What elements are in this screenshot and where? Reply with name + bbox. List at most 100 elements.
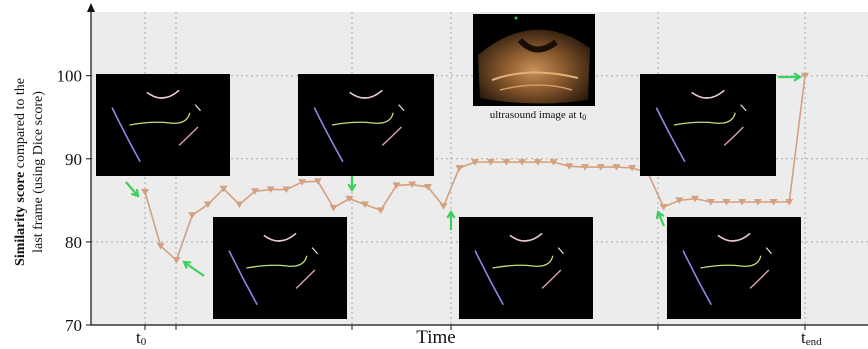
segment-curve bbox=[691, 89, 725, 99]
data-point bbox=[329, 204, 338, 212]
data-point bbox=[533, 159, 542, 166]
data-point bbox=[313, 178, 322, 185]
y-tick-label: 100 bbox=[57, 67, 83, 86]
thumbnail-frame bbox=[298, 74, 434, 176]
arrow-head bbox=[655, 210, 665, 220]
arrow-head bbox=[347, 183, 357, 193]
segmentation-thumbnail-3 bbox=[640, 74, 776, 176]
green-arrow bbox=[125, 181, 140, 198]
data-point bbox=[423, 184, 432, 191]
y-tick-label: 80 bbox=[65, 233, 82, 252]
y-axis-arrowhead bbox=[87, 3, 95, 12]
thumbnail-frame bbox=[667, 217, 801, 319]
green-arrow bbox=[182, 260, 205, 277]
ultrasound-thumbnail bbox=[473, 14, 595, 106]
arrow-head bbox=[131, 188, 140, 198]
segmentation-thumbnail-4 bbox=[213, 217, 347, 319]
segment-curve bbox=[765, 247, 772, 255]
y-axis-label-bold: Similarity score bbox=[13, 172, 28, 266]
data-point bbox=[235, 201, 244, 209]
segmentation-thumbnail-2 bbox=[298, 74, 434, 176]
pointer-arrows bbox=[125, 72, 803, 277]
data-point bbox=[203, 201, 212, 209]
data-point bbox=[738, 199, 747, 206]
y-tick-label: 90 bbox=[65, 150, 82, 169]
data-point bbox=[219, 185, 228, 193]
segment-curve bbox=[295, 269, 316, 289]
segment-curve bbox=[178, 126, 199, 146]
segment-curve bbox=[398, 104, 405, 112]
data-point bbox=[769, 199, 778, 206]
segment-curve bbox=[682, 250, 712, 306]
data-point bbox=[156, 243, 165, 250]
segment-curve bbox=[111, 107, 141, 163]
axes: 70 80 90 100 bbox=[57, 3, 868, 335]
ultrasound-echo bbox=[491, 71, 579, 81]
data-point bbox=[722, 199, 731, 206]
arrow-shaft bbox=[183, 261, 205, 277]
data-point bbox=[706, 199, 715, 206]
arrow-head bbox=[182, 260, 192, 269]
data-point bbox=[282, 186, 291, 194]
ultrasound-sector bbox=[478, 29, 590, 104]
data-point bbox=[801, 72, 809, 80]
x-tick-label-t0: t0 bbox=[136, 328, 147, 348]
thumbnail-frame bbox=[96, 74, 230, 176]
thumbnail-frame bbox=[459, 217, 593, 319]
data-point bbox=[581, 164, 589, 171]
data-point bbox=[691, 195, 699, 203]
segment-curve bbox=[146, 89, 180, 99]
data-point bbox=[392, 182, 401, 189]
data-point bbox=[518, 159, 527, 166]
y-axis-label-line2: last frame (using Dice score) bbox=[31, 91, 46, 253]
data-point bbox=[376, 207, 385, 214]
thumbnail-frame bbox=[213, 217, 347, 319]
data-point bbox=[172, 257, 181, 264]
green-arrow bbox=[655, 210, 666, 227]
segment-curve bbox=[313, 107, 344, 163]
thumbnail-frame bbox=[640, 74, 776, 176]
segment-curve bbox=[129, 112, 191, 126]
data-point bbox=[408, 181, 417, 189]
x-tick-label-tend: tend bbox=[801, 328, 822, 348]
segment-curve bbox=[541, 269, 562, 289]
segment-curve bbox=[349, 89, 383, 99]
segment-curve bbox=[740, 104, 747, 112]
data-point bbox=[266, 186, 275, 194]
data-point bbox=[612, 164, 621, 171]
data-point bbox=[471, 159, 479, 166]
segment-curve bbox=[246, 255, 308, 269]
data-point bbox=[549, 159, 558, 166]
y-axis-label: Similarity score compared to the bbox=[13, 78, 28, 266]
arrow-head bbox=[446, 209, 456, 219]
segment-curve bbox=[700, 255, 762, 269]
segmentation-thumbnail-1 bbox=[96, 74, 230, 176]
segment-curve bbox=[717, 232, 751, 242]
segment-curve bbox=[723, 126, 744, 146]
y-axis-label-rest: compared to the bbox=[13, 78, 28, 168]
data-point bbox=[455, 164, 464, 172]
segmentation-thumbnail-6 bbox=[667, 217, 801, 319]
segment-curve bbox=[655, 107, 686, 163]
segment-curve bbox=[194, 104, 201, 112]
ultrasound-caption: ultrasound image at t0 bbox=[490, 109, 587, 122]
segment-curve bbox=[381, 126, 402, 146]
segmentation-thumbnail-5 bbox=[459, 217, 593, 319]
data-point bbox=[628, 164, 637, 172]
segment-curve bbox=[492, 255, 554, 269]
ultrasound-marker bbox=[514, 16, 518, 20]
data-point bbox=[298, 179, 307, 186]
segment-curve bbox=[263, 232, 297, 242]
segment-curve bbox=[673, 112, 736, 126]
segment-curve bbox=[228, 250, 258, 306]
segment-curve bbox=[311, 247, 318, 255]
ultrasound-echo bbox=[499, 84, 573, 91]
data-point bbox=[188, 212, 197, 219]
segment-curve bbox=[474, 250, 504, 306]
arrow-shaft bbox=[656, 211, 666, 227]
arrow-shaft bbox=[125, 181, 139, 197]
x-axis-label: Time bbox=[416, 327, 455, 348]
data-point bbox=[596, 164, 605, 171]
data-point bbox=[361, 201, 369, 209]
